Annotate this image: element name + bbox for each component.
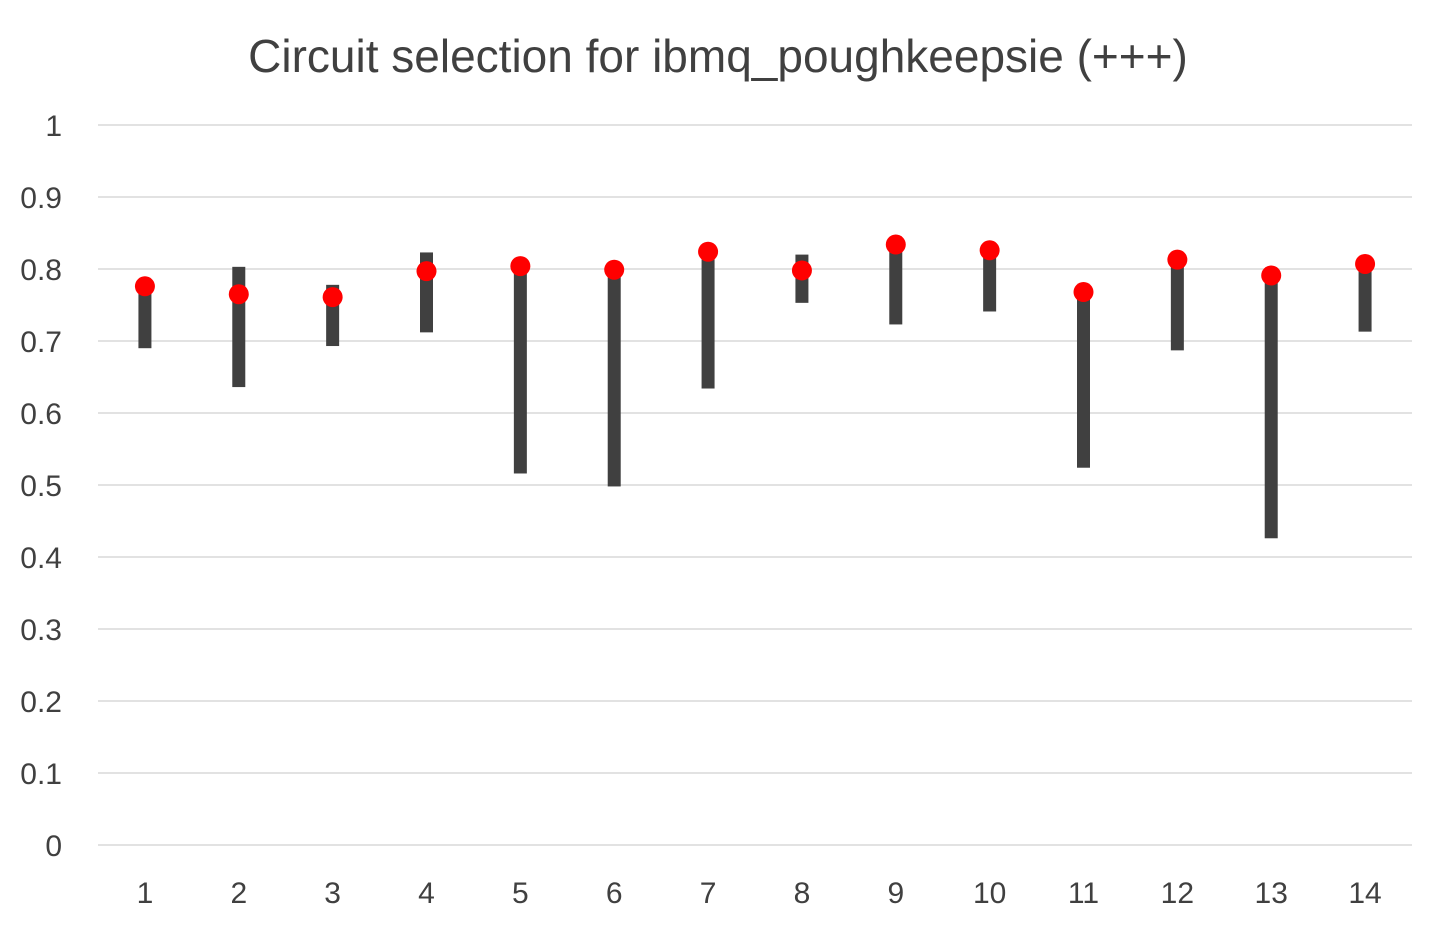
y-tick-label: 0.1 [20, 758, 62, 791]
range-bar [138, 285, 152, 349]
data-point [322, 287, 343, 308]
x-tick-label: 12 [1161, 877, 1194, 910]
y-tick-label: 0.3 [20, 614, 62, 647]
markers [134, 234, 1376, 308]
data-point [1355, 253, 1376, 274]
range-bar [607, 269, 621, 487]
data-point [510, 256, 531, 277]
y-tick-label: 0.8 [20, 254, 62, 287]
y-tick-label: 0 [45, 830, 62, 863]
y-tick-label: 0.7 [20, 326, 62, 359]
chart-title: Circuit selection for ibmq_poughkeepsie … [248, 30, 1188, 82]
x-tick-label: 6 [606, 877, 623, 910]
range-bar [1170, 258, 1184, 351]
data-point [134, 276, 155, 297]
data-point [228, 284, 249, 305]
data-point [885, 234, 906, 255]
y-tick-label: 0.6 [20, 398, 62, 431]
x-tick-label: 13 [1255, 877, 1288, 910]
y-axis-ticks: 0 0.1 0.2 0.3 0.4 0.5 0.6 0.7 0.8 0.9 1 [20, 110, 62, 863]
range-bar [1077, 290, 1090, 468]
x-tick-label: 1 [137, 877, 154, 910]
y-tick-label: 0.2 [20, 686, 62, 719]
x-tick-label: 3 [324, 877, 341, 910]
x-tick-label: 2 [230, 877, 247, 910]
range-bar [513, 265, 527, 474]
y-tick-label: 1 [45, 110, 62, 143]
x-tick-label: 10 [973, 877, 1006, 910]
gridlines [98, 124, 1412, 846]
data-point [416, 261, 437, 282]
range-bar [1264, 274, 1278, 539]
range-bar [1358, 263, 1372, 332]
x-tick-label: 5 [512, 877, 529, 910]
data-point [604, 259, 625, 280]
data-point [698, 241, 719, 262]
x-axis-ticks: 1 2 3 4 5 6 7 8 9 10 11 12 13 14 [137, 877, 1382, 910]
data-point [979, 240, 1000, 261]
x-tick-label: 7 [700, 877, 717, 910]
x-tick-label: 9 [887, 877, 904, 910]
data-point [1167, 249, 1188, 270]
y-tick-label: 0.9 [20, 182, 62, 215]
range-bar [889, 243, 903, 325]
range-bar [983, 249, 997, 312]
y-tick-label: 0.5 [20, 470, 62, 503]
data-point [791, 260, 812, 281]
x-tick-label: 8 [794, 877, 811, 910]
data-point [1261, 265, 1282, 286]
data-point [1073, 282, 1094, 303]
x-tick-label: 4 [418, 877, 435, 910]
range-bar [701, 251, 715, 389]
x-tick-label: 11 [1068, 877, 1099, 910]
y-tick-label: 0.4 [20, 542, 62, 575]
x-tick-label: 14 [1348, 877, 1381, 910]
